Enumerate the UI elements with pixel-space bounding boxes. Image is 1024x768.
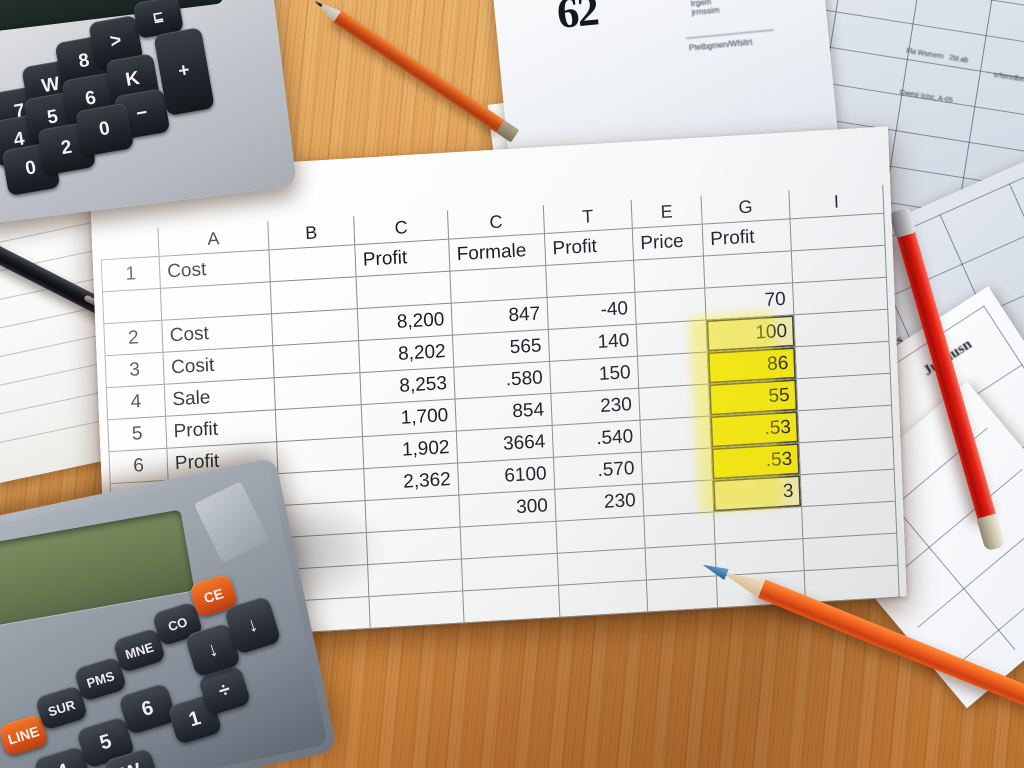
highlighted-cell: 3 [712,474,802,512]
cell [277,468,366,506]
calculator-top[interactable]: 7 W 8 > ⊑ 4 5 6 K − 0 2 0 + [0,0,297,225]
cell [633,256,705,293]
row-number: 6 [108,448,169,484]
cell [274,372,362,410]
sheet-corner [100,227,160,260]
cell [645,543,717,581]
cell [545,260,635,298]
cell [462,585,560,623]
cell: Profit [544,228,634,266]
cell [558,580,648,618]
cell [804,565,900,603]
cell: Price [632,224,704,261]
cell [271,308,359,346]
cell [642,479,714,517]
cell [276,436,364,474]
cell [715,538,805,576]
highlighted-cell: 55 [708,378,798,416]
cell [638,384,710,421]
cell [272,340,360,378]
cell [713,506,803,544]
row-number: 4 [106,384,166,420]
cell: 150 [549,356,639,394]
cell [368,590,465,629]
cell [556,516,646,554]
calculator-bezel: LINE SUR PMS MNE CO CE 4 5 6 1 ÷ ↓ 0 W ↓ [0,466,328,768]
cell [557,548,647,586]
cell: 140 [548,324,638,362]
cell [279,500,367,538]
column-header-E: E [631,195,703,229]
cell: -40 [547,292,637,330]
cell: 70 [704,282,794,321]
highlighted-cell: 100 [706,314,796,353]
calc-key-0b[interactable]: 0 [74,102,135,157]
row-number: 5 [107,416,167,452]
cell [636,320,708,357]
cell: 230 [554,484,644,522]
row-number: 2 [103,320,163,356]
cell [268,244,357,282]
calc-key-6[interactable]: 6 [117,682,178,736]
cell: Profit [702,218,792,257]
highlighted-cell: .53 [709,410,800,448]
row-number: 3 [105,352,165,388]
cell: .570 [553,452,643,490]
highlighted-cell: .53 [711,442,801,480]
cell [275,404,363,442]
highlighted-cell: 86 [707,346,797,385]
cell [643,511,716,549]
cell [639,415,712,453]
cell [646,575,718,613]
cell: .540 [552,420,642,458]
cell: 230 [550,388,640,426]
calculator-brand-plate [193,481,270,564]
cell [641,447,713,485]
cell [634,288,707,325]
row-number: 1 [101,256,161,292]
cell [270,276,358,314]
document-number: 62 [554,0,600,39]
row-number [102,288,162,324]
cell [637,352,709,389]
cell [703,250,793,289]
